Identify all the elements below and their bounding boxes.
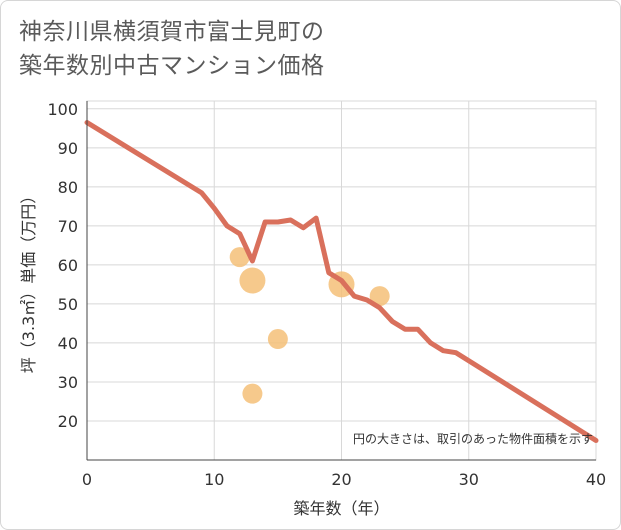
bubble-point [369, 286, 390, 307]
chart-title: 神奈川県横須賀市富士見町の 築年数別中古マンション価格 [19, 15, 325, 83]
x-axis-title: 築年数（年） [293, 499, 389, 518]
y-axis-title: 坪（3.3㎡）単価（万円） [19, 188, 38, 373]
chart-title-line2: 築年数別中古マンション価格 [19, 53, 325, 79]
y-tick-label: 80 [58, 178, 78, 197]
grid-lines [87, 101, 597, 460]
bubble-point [239, 267, 266, 294]
x-tick-label: 40 [586, 470, 606, 489]
axes [86, 101, 596, 461]
bubble-point [242, 383, 263, 404]
x-tick-label: 10 [204, 470, 224, 489]
y-tick-label: 20 [58, 412, 78, 431]
y-tick-label: 50 [58, 295, 78, 314]
tick-labels: 20 30 40 50 60 70 80 90 100 0 10 20 30 40 [47, 100, 606, 489]
x-tick-label: 20 [331, 470, 351, 489]
y-tick-label: 30 [58, 373, 78, 392]
x-tick-label: 30 [459, 470, 479, 489]
y-tick-label: 70 [58, 217, 78, 236]
chart-title-line1: 神奈川県横須賀市富士見町の [19, 19, 325, 45]
trend-line-series [84, 120, 599, 443]
bubble-size-note: 円の大きさは、取引のあった物件面積を示す [353, 431, 593, 446]
y-tick-label: 100 [47, 100, 78, 119]
bubble-point [229, 247, 250, 268]
y-tick-label: 60 [58, 256, 78, 275]
y-tick-label: 90 [58, 139, 78, 158]
trend-line [84, 120, 599, 443]
x-tick-label: 0 [82, 470, 92, 489]
y-tick-label: 40 [58, 334, 78, 353]
bubble-point [267, 329, 288, 350]
